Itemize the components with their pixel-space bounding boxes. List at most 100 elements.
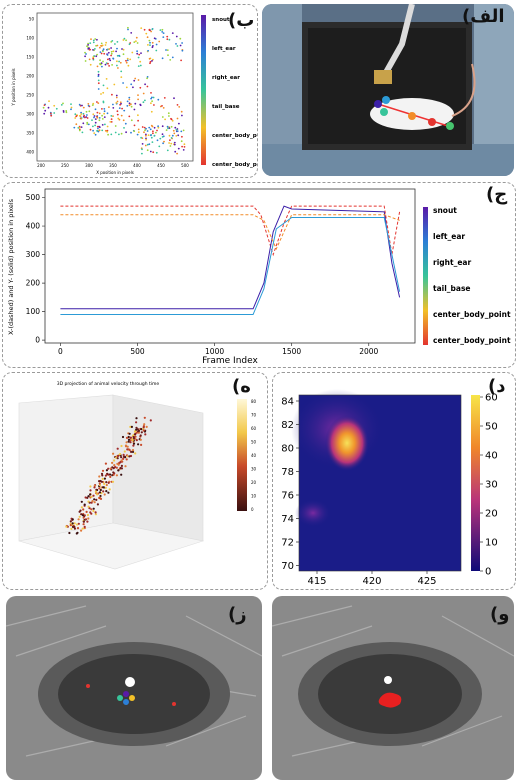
plot3d-point bbox=[71, 518, 74, 521]
plot3d-point bbox=[79, 509, 82, 512]
scatter-point bbox=[171, 32, 174, 34]
scatter-point bbox=[149, 150, 152, 153]
scatter-point bbox=[104, 63, 107, 66]
scatter-point bbox=[112, 103, 114, 106]
scatter-point bbox=[50, 114, 53, 117]
scatter-point bbox=[84, 51, 86, 54]
plot3d-point bbox=[83, 503, 86, 506]
scatter-point bbox=[153, 134, 156, 137]
scatter-point bbox=[169, 59, 172, 61]
scatter-point bbox=[127, 28, 129, 31]
plot3d-point bbox=[132, 437, 136, 440]
timeseries-chart: Frame Index X-(dashed) and Y- (solid) po… bbox=[7, 188, 511, 366]
scatter-point bbox=[96, 125, 99, 128]
plot3d-point bbox=[125, 458, 128, 461]
plot3d-point bbox=[112, 452, 115, 455]
scatter-point bbox=[92, 57, 95, 60]
scatter-point bbox=[96, 38, 98, 41]
plot3d-point bbox=[95, 488, 98, 491]
scatter-point bbox=[120, 114, 123, 117]
scatter-point bbox=[97, 127, 99, 130]
scatter-point bbox=[98, 119, 101, 122]
scatter-point bbox=[151, 125, 154, 128]
scatter-ytick: 150 bbox=[26, 55, 34, 60]
plot3d-point bbox=[82, 523, 85, 526]
scatter-point bbox=[181, 145, 184, 148]
scatter-point bbox=[150, 110, 153, 113]
scatter-point bbox=[89, 63, 92, 66]
scatter-point bbox=[140, 136, 143, 139]
plot3d-point bbox=[98, 497, 101, 500]
scatter-point bbox=[132, 86, 134, 89]
timeseries-line bbox=[60, 214, 400, 251]
scatter-point bbox=[75, 115, 78, 118]
plot3d-point bbox=[117, 469, 120, 472]
scatter-point bbox=[173, 132, 176, 135]
heatmap-cbar-tick: 20 bbox=[485, 509, 498, 520]
scatter-point bbox=[157, 125, 160, 128]
scatter-point bbox=[93, 116, 95, 119]
plot3d-point bbox=[145, 425, 148, 428]
scatter-point bbox=[150, 134, 152, 137]
plot3d-point bbox=[68, 531, 71, 535]
scatter-point bbox=[94, 124, 96, 127]
scatter-point bbox=[148, 126, 151, 129]
scatter-point bbox=[130, 131, 132, 134]
plot3d-point bbox=[113, 464, 116, 467]
scatter-point bbox=[108, 106, 110, 108]
scatter-point bbox=[173, 143, 176, 146]
scatter-point bbox=[163, 140, 165, 143]
scatter-point bbox=[111, 40, 114, 42]
scatter-point bbox=[176, 130, 179, 132]
scatter-xlabel: X position in pixels bbox=[96, 170, 134, 175]
plot3d-point bbox=[126, 445, 129, 448]
scatter-point bbox=[96, 115, 98, 118]
scatter-point bbox=[112, 107, 115, 109]
scatter-point bbox=[126, 57, 129, 60]
scatter-point bbox=[116, 54, 119, 57]
scatter-point bbox=[181, 114, 183, 117]
plot3d-panel: 3D projection of animal velocity through… bbox=[2, 372, 268, 590]
plot3d-point bbox=[121, 435, 125, 439]
plot3d-point bbox=[87, 505, 90, 508]
plot3d-chart: 3D projection of animal velocity through… bbox=[18, 381, 257, 570]
plot3d-cbar-tick: 30 bbox=[251, 467, 257, 472]
scatter-point bbox=[117, 67, 119, 69]
panel-label-be: (ب bbox=[228, 10, 255, 31]
scatter-point bbox=[148, 57, 151, 60]
scatter-point bbox=[70, 103, 72, 105]
scatter-point bbox=[147, 134, 150, 137]
plot3d-point bbox=[124, 444, 128, 447]
plot3d-point bbox=[93, 484, 96, 487]
scatter-point bbox=[116, 100, 119, 103]
scatter-point bbox=[97, 102, 100, 104]
plot3d-point bbox=[91, 500, 94, 503]
scatter-plot: X position in pixels Y position in pixel… bbox=[11, 12, 257, 175]
scatter-point bbox=[47, 106, 50, 109]
scatter-point bbox=[106, 54, 109, 56]
heatmap-xtick: 415 bbox=[307, 576, 326, 587]
scatter-point bbox=[65, 110, 68, 112]
timeseries-xtick: 2000 bbox=[359, 347, 378, 356]
scatter-point bbox=[97, 75, 100, 78]
scatter-point bbox=[117, 117, 120, 120]
scatter-point bbox=[138, 53, 141, 56]
plot3d-point bbox=[108, 488, 111, 491]
scatter-point bbox=[159, 29, 162, 31]
scatter-point bbox=[123, 109, 126, 112]
plot3d-point bbox=[127, 438, 131, 441]
scatter-point bbox=[166, 49, 169, 51]
plot3d-point bbox=[115, 474, 118, 477]
scatter-point bbox=[143, 131, 145, 134]
scatter-ytick: 400 bbox=[26, 150, 34, 155]
scatter-point bbox=[146, 130, 149, 132]
scatter-point bbox=[98, 129, 101, 132]
scatter-point bbox=[149, 62, 151, 65]
scatter-point bbox=[94, 133, 97, 136]
scatter-point bbox=[146, 76, 149, 78]
scatter-point bbox=[62, 102, 64, 105]
scatter-point bbox=[139, 104, 142, 107]
scatter-point bbox=[161, 31, 164, 33]
scatter-point bbox=[115, 50, 117, 53]
scatter-point bbox=[149, 128, 152, 131]
